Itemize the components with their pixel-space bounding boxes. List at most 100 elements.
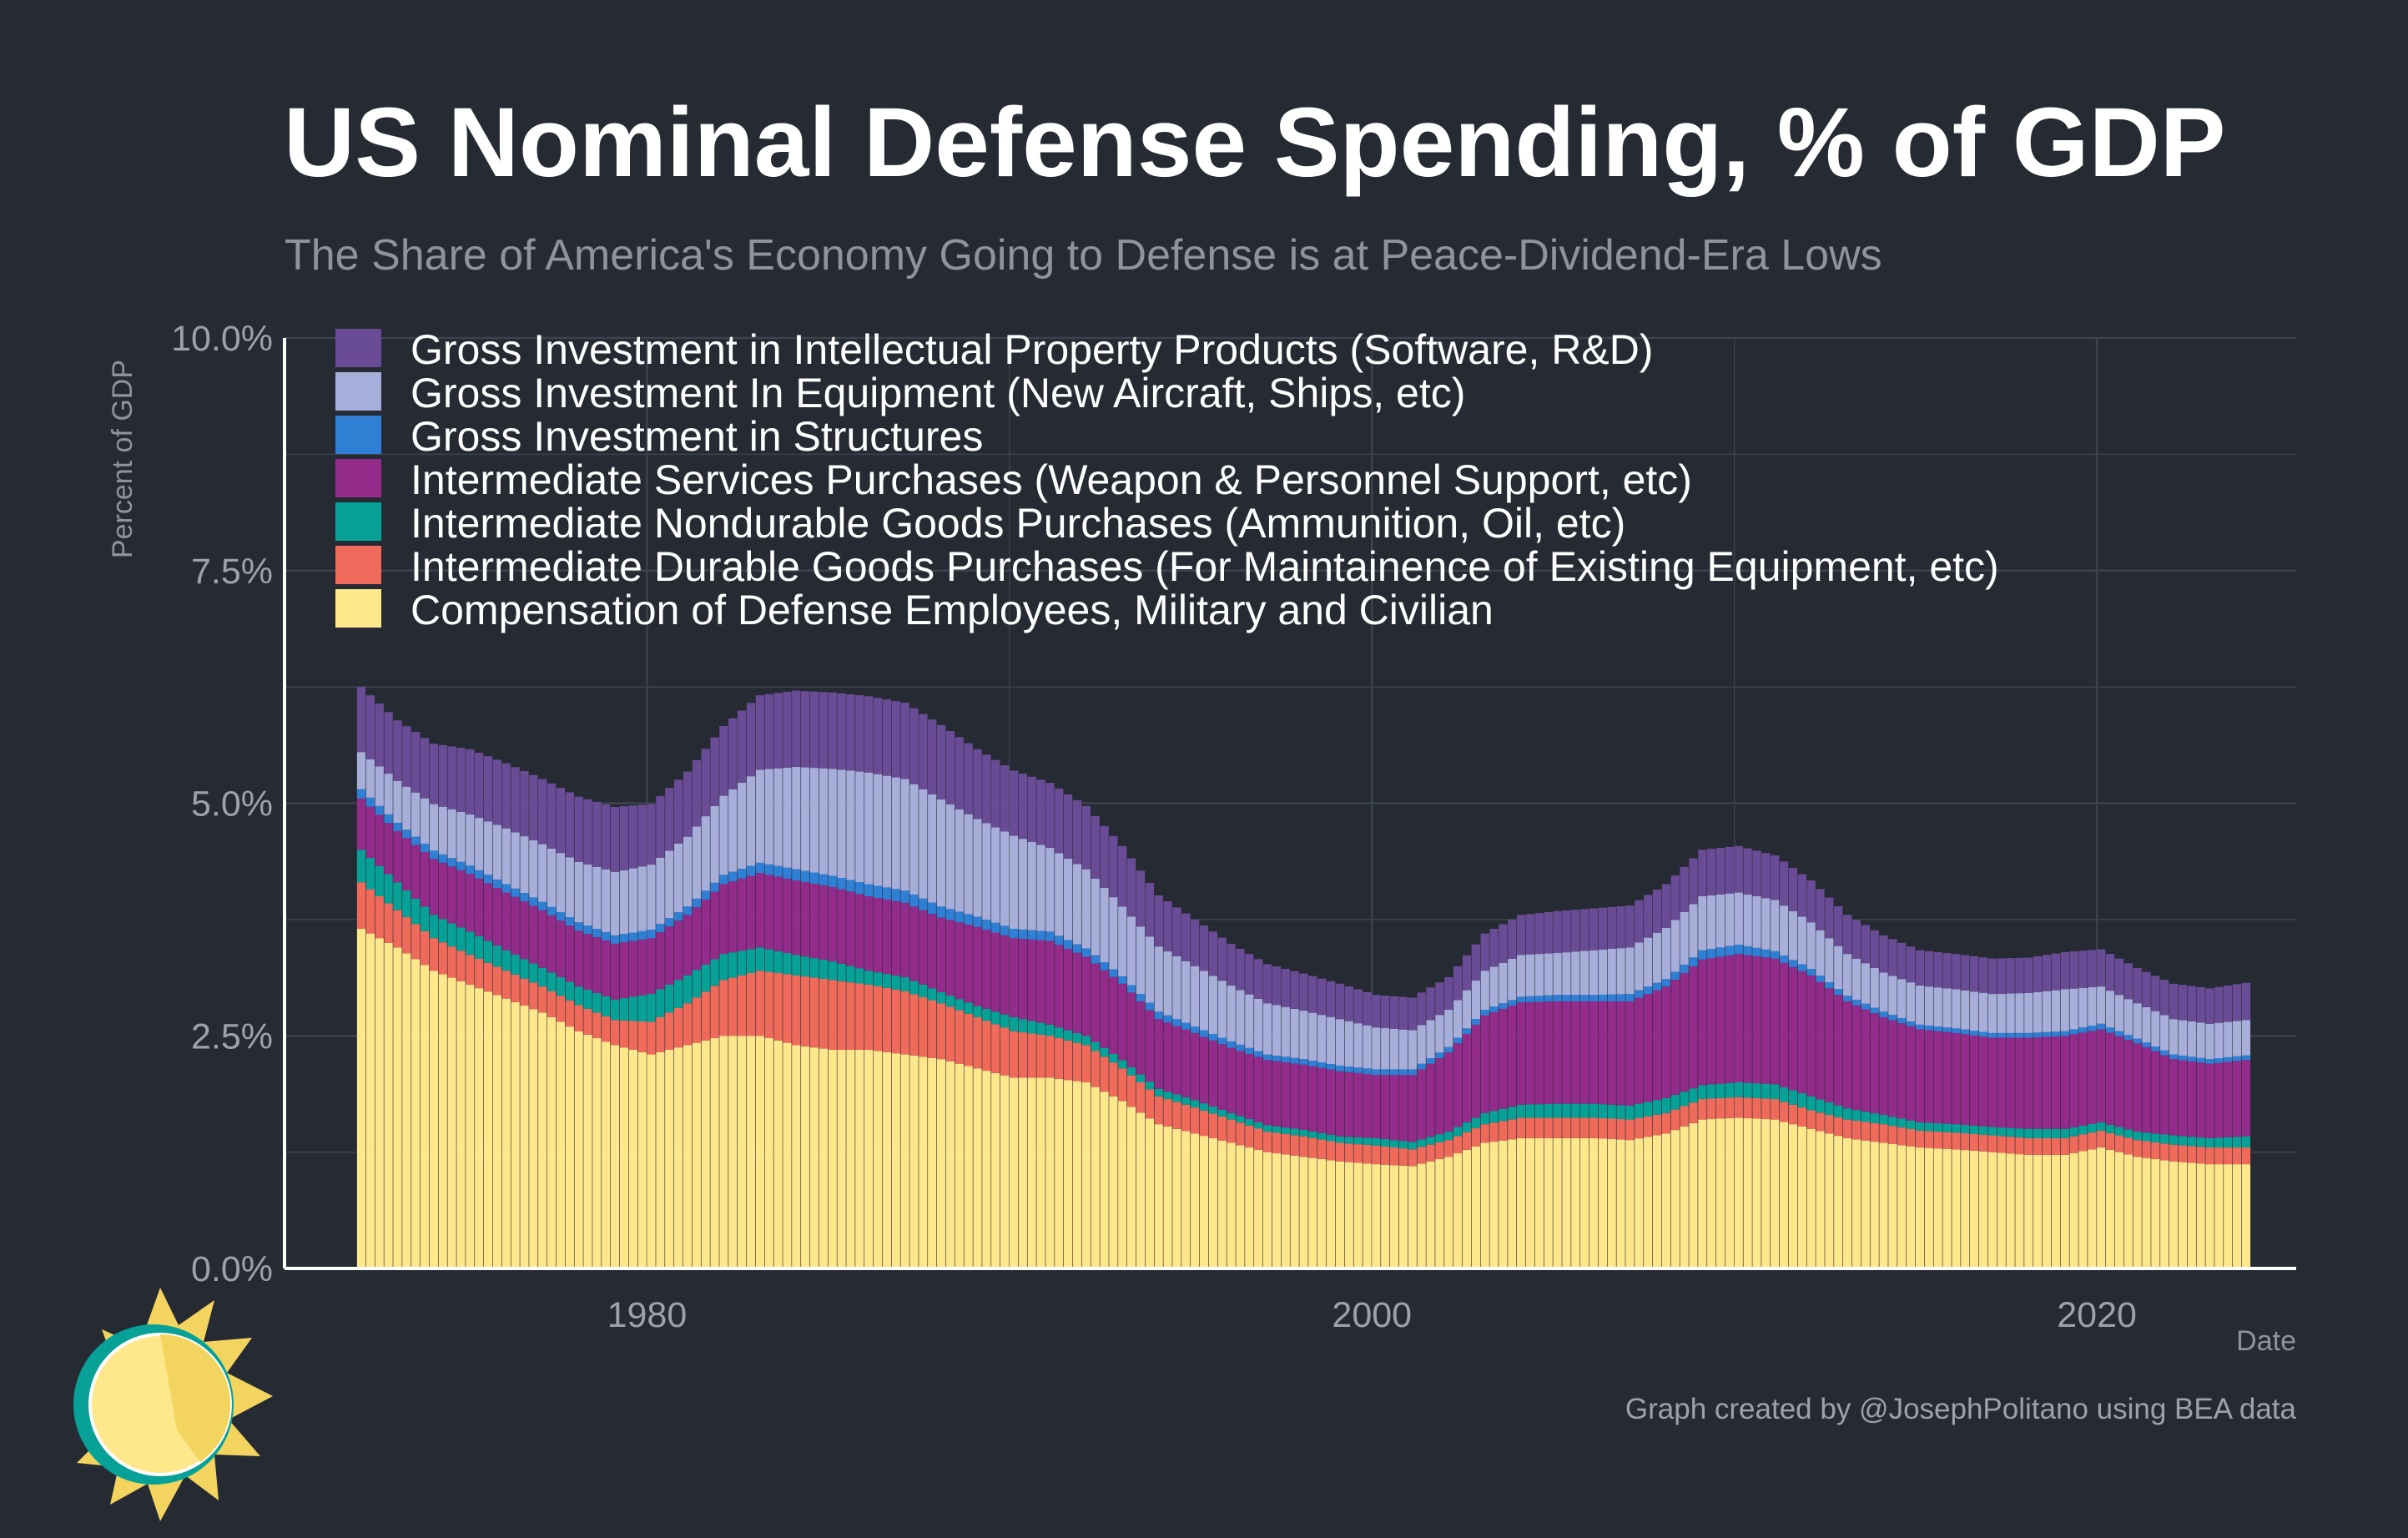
bar-segment: [656, 1016, 665, 1052]
bar-segment: [1661, 884, 1671, 928]
bar-segment: [1797, 916, 1806, 965]
bar-segment: [1625, 905, 1635, 948]
bar-segment: [1861, 1009, 1870, 1112]
bar-segment: [1217, 1109, 1227, 1117]
bar-segment: [2205, 1137, 2214, 1148]
bar-segment: [801, 1046, 810, 1268]
bar-segment: [456, 870, 466, 928]
bar-segment: [1308, 1131, 1317, 1138]
bar-segment: [1100, 1056, 1109, 1092]
bar-segment: [1109, 897, 1118, 970]
bar-segment: [1055, 1078, 1064, 1268]
bar-segment: [647, 1021, 656, 1055]
bar-segment: [1254, 1056, 1263, 1122]
bar-segment: [1145, 883, 1154, 937]
bar-segment: [1616, 1001, 1625, 1106]
bar-segment: [2051, 953, 2061, 991]
bar-segment: [1055, 935, 1064, 945]
bar-segment: [574, 1031, 583, 1268]
bar-segment: [2133, 1157, 2142, 1268]
bar-segment: [738, 1036, 747, 1268]
bar-segment: [1453, 1000, 1463, 1038]
bar-segment: [1942, 1027, 1952, 1032]
bar-segment: [1036, 930, 1045, 940]
bar-segment: [2006, 1032, 2015, 1038]
bar-segment: [1942, 953, 1952, 989]
bar-segment: [1136, 1112, 1146, 1268]
bar-segment: [1154, 1088, 1163, 1097]
bar-segment: [855, 771, 864, 882]
bar-segment: [1670, 1095, 1680, 1110]
bar-segment: [1842, 1119, 1852, 1138]
bar-segment: [511, 767, 520, 833]
bar-segment: [1381, 1164, 1390, 1268]
bar-segment: [928, 1000, 937, 1058]
bar-segment: [2105, 991, 2115, 1028]
bar-segment: [411, 792, 421, 837]
bar-segment: [1734, 954, 1743, 1082]
bar-segment: [2033, 1154, 2043, 1268]
bar-segment: [1644, 1116, 1653, 1137]
bar-segment: [1063, 794, 1073, 859]
bar-segment: [1625, 1140, 1635, 1268]
bar-segment: [2078, 1032, 2088, 1126]
bar-segment: [1761, 1119, 1771, 1268]
bar-segment: [1435, 1142, 1444, 1159]
bar-segment: [2187, 1061, 2196, 1137]
bar-segment: [1045, 1024, 1055, 1036]
bar-segment: [919, 984, 928, 997]
bar-segment: [1797, 971, 1806, 1094]
bar-segment: [1118, 845, 1127, 907]
bar-segment: [964, 743, 973, 814]
bar-segment: [2160, 1055, 2169, 1135]
bar-segment: [1544, 1137, 1553, 1268]
bar-segment: [393, 822, 402, 831]
bar-segment: [1644, 994, 1653, 1102]
bar-segment: [1444, 1140, 1453, 1157]
bar-segment: [1978, 957, 1988, 993]
bar-segment: [891, 889, 900, 901]
bar-segment: [1652, 1135, 1662, 1268]
bar-segment: [1145, 1002, 1154, 1011]
bar-segment: [683, 1003, 693, 1046]
bar-segment: [991, 827, 1000, 923]
bar-segment: [1118, 1060, 1127, 1069]
bar-segment: [2088, 986, 2097, 1026]
bar-segment: [1861, 963, 1870, 1004]
bar-segment: [1245, 1147, 1254, 1268]
bar-segment: [1816, 1131, 1825, 1268]
bar-segment: [1344, 1067, 1353, 1072]
bar-segment: [773, 951, 783, 973]
bar-segment: [1571, 1001, 1580, 1104]
bar-segment: [1272, 1153, 1282, 1268]
bar-segment: [501, 998, 511, 1268]
bar-segment: [1398, 1069, 1408, 1076]
bar-segment: [1317, 1139, 1327, 1159]
bar-segment: [2160, 1160, 2169, 1268]
bar-segment: [2024, 957, 2033, 993]
bar-segment: [1272, 1126, 1282, 1133]
bar-segment: [1181, 1097, 1191, 1105]
bar-segment: [1045, 940, 1055, 1025]
bar-segment: [1752, 1118, 1761, 1268]
bar-segment: [1616, 1139, 1625, 1268]
bar-segment: [1580, 1001, 1589, 1104]
bar-segment: [1553, 1117, 1562, 1138]
bar-segment: [420, 930, 430, 966]
bar-segment: [692, 826, 701, 899]
bar-segment: [674, 779, 683, 845]
bar-segment: [1924, 1131, 1933, 1148]
bar-segment: [1517, 1002, 1526, 1105]
bar-segment: [456, 748, 466, 812]
bar-segment: [420, 852, 430, 907]
bar-segment: [1081, 1036, 1091, 1046]
bar-segment: [1227, 1047, 1236, 1113]
bar-segment: [492, 945, 502, 967]
bar-segment: [1127, 1107, 1136, 1268]
bar-segment: [792, 1045, 801, 1268]
bar-segment: [411, 924, 421, 960]
bar-segment: [773, 972, 783, 1041]
bar-segment: [1227, 1041, 1236, 1048]
bar-segment: [2187, 1162, 2196, 1268]
bar-segment: [1072, 1081, 1082, 1268]
